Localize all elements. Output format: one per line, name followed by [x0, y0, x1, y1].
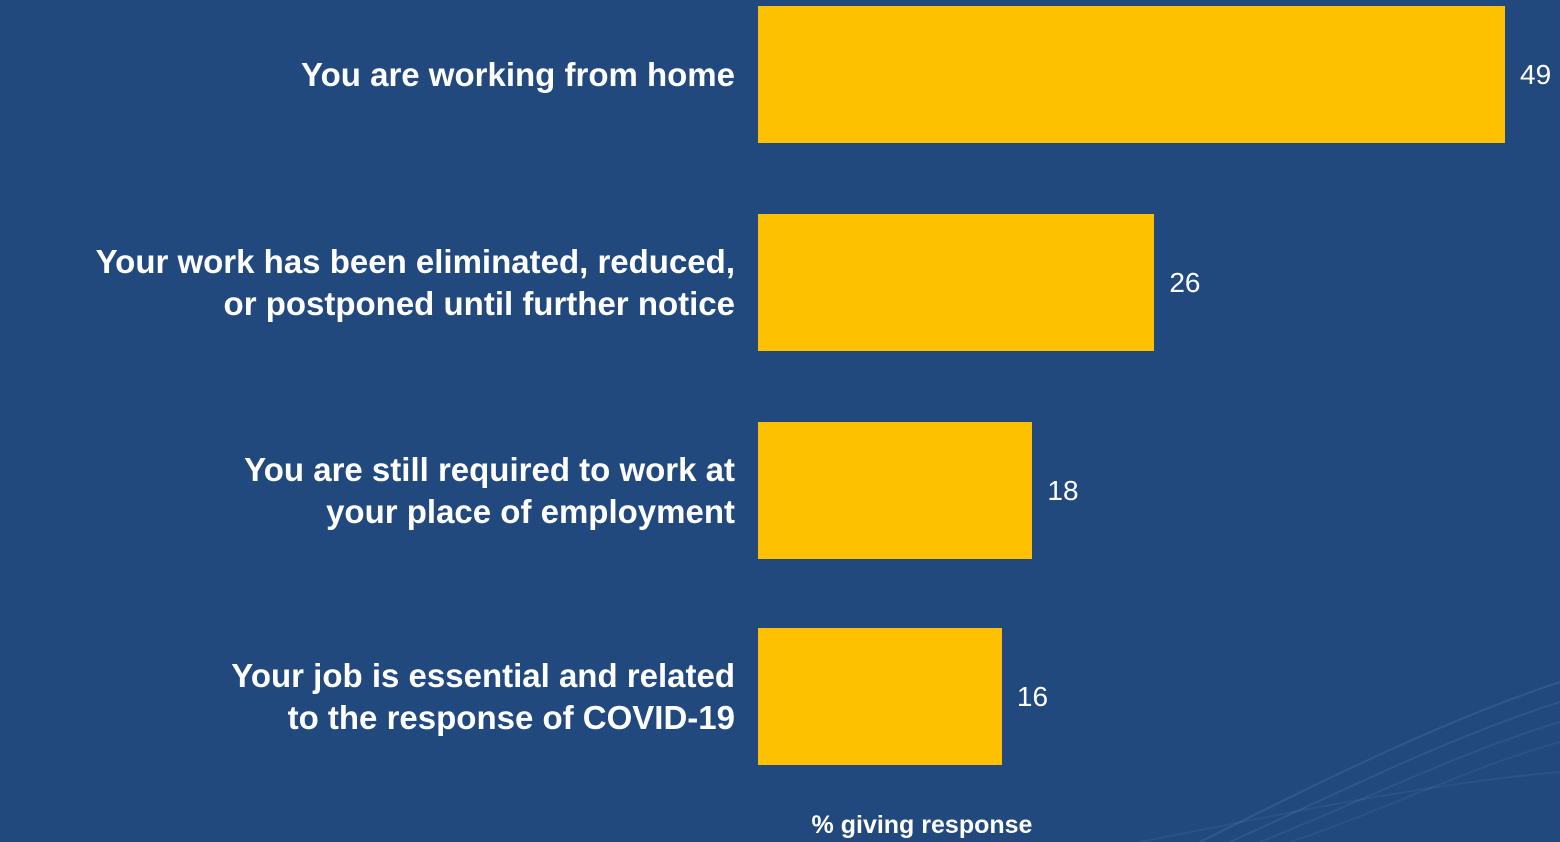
category-label-line: your place of employment — [326, 492, 735, 530]
x-axis-label: % giving response — [811, 811, 1033, 839]
category-label: Your work has been eliminated, reduced, o… — [0, 241, 735, 325]
decorative-swoosh — [1140, 681, 1560, 842]
bar — [758, 628, 1002, 765]
category-label: You are working from home — [0, 54, 735, 96]
bar — [758, 6, 1505, 143]
category-label-line: Your work has been eliminated, reduced, — [95, 242, 735, 280]
category-label: Your job is essential and related to the … — [0, 655, 735, 739]
category-label-line: to the response of COVID-19 — [287, 698, 735, 736]
data-label: 16 — [1016, 680, 1049, 712]
category-label-line: or postponed until further notice — [223, 284, 735, 322]
bar — [758, 422, 1033, 559]
category-label: You are still required to work at your pl… — [0, 449, 735, 533]
data-label: 26 — [1169, 266, 1201, 298]
category-label-line: You are working from home — [301, 55, 735, 93]
data-label: 49 — [1520, 58, 1552, 90]
data-label: 18 — [1047, 474, 1079, 506]
category-label-line: You are still required to work at — [244, 450, 735, 488]
category-label-line: Your job is essential and related — [231, 656, 735, 694]
bar — [758, 214, 1155, 351]
